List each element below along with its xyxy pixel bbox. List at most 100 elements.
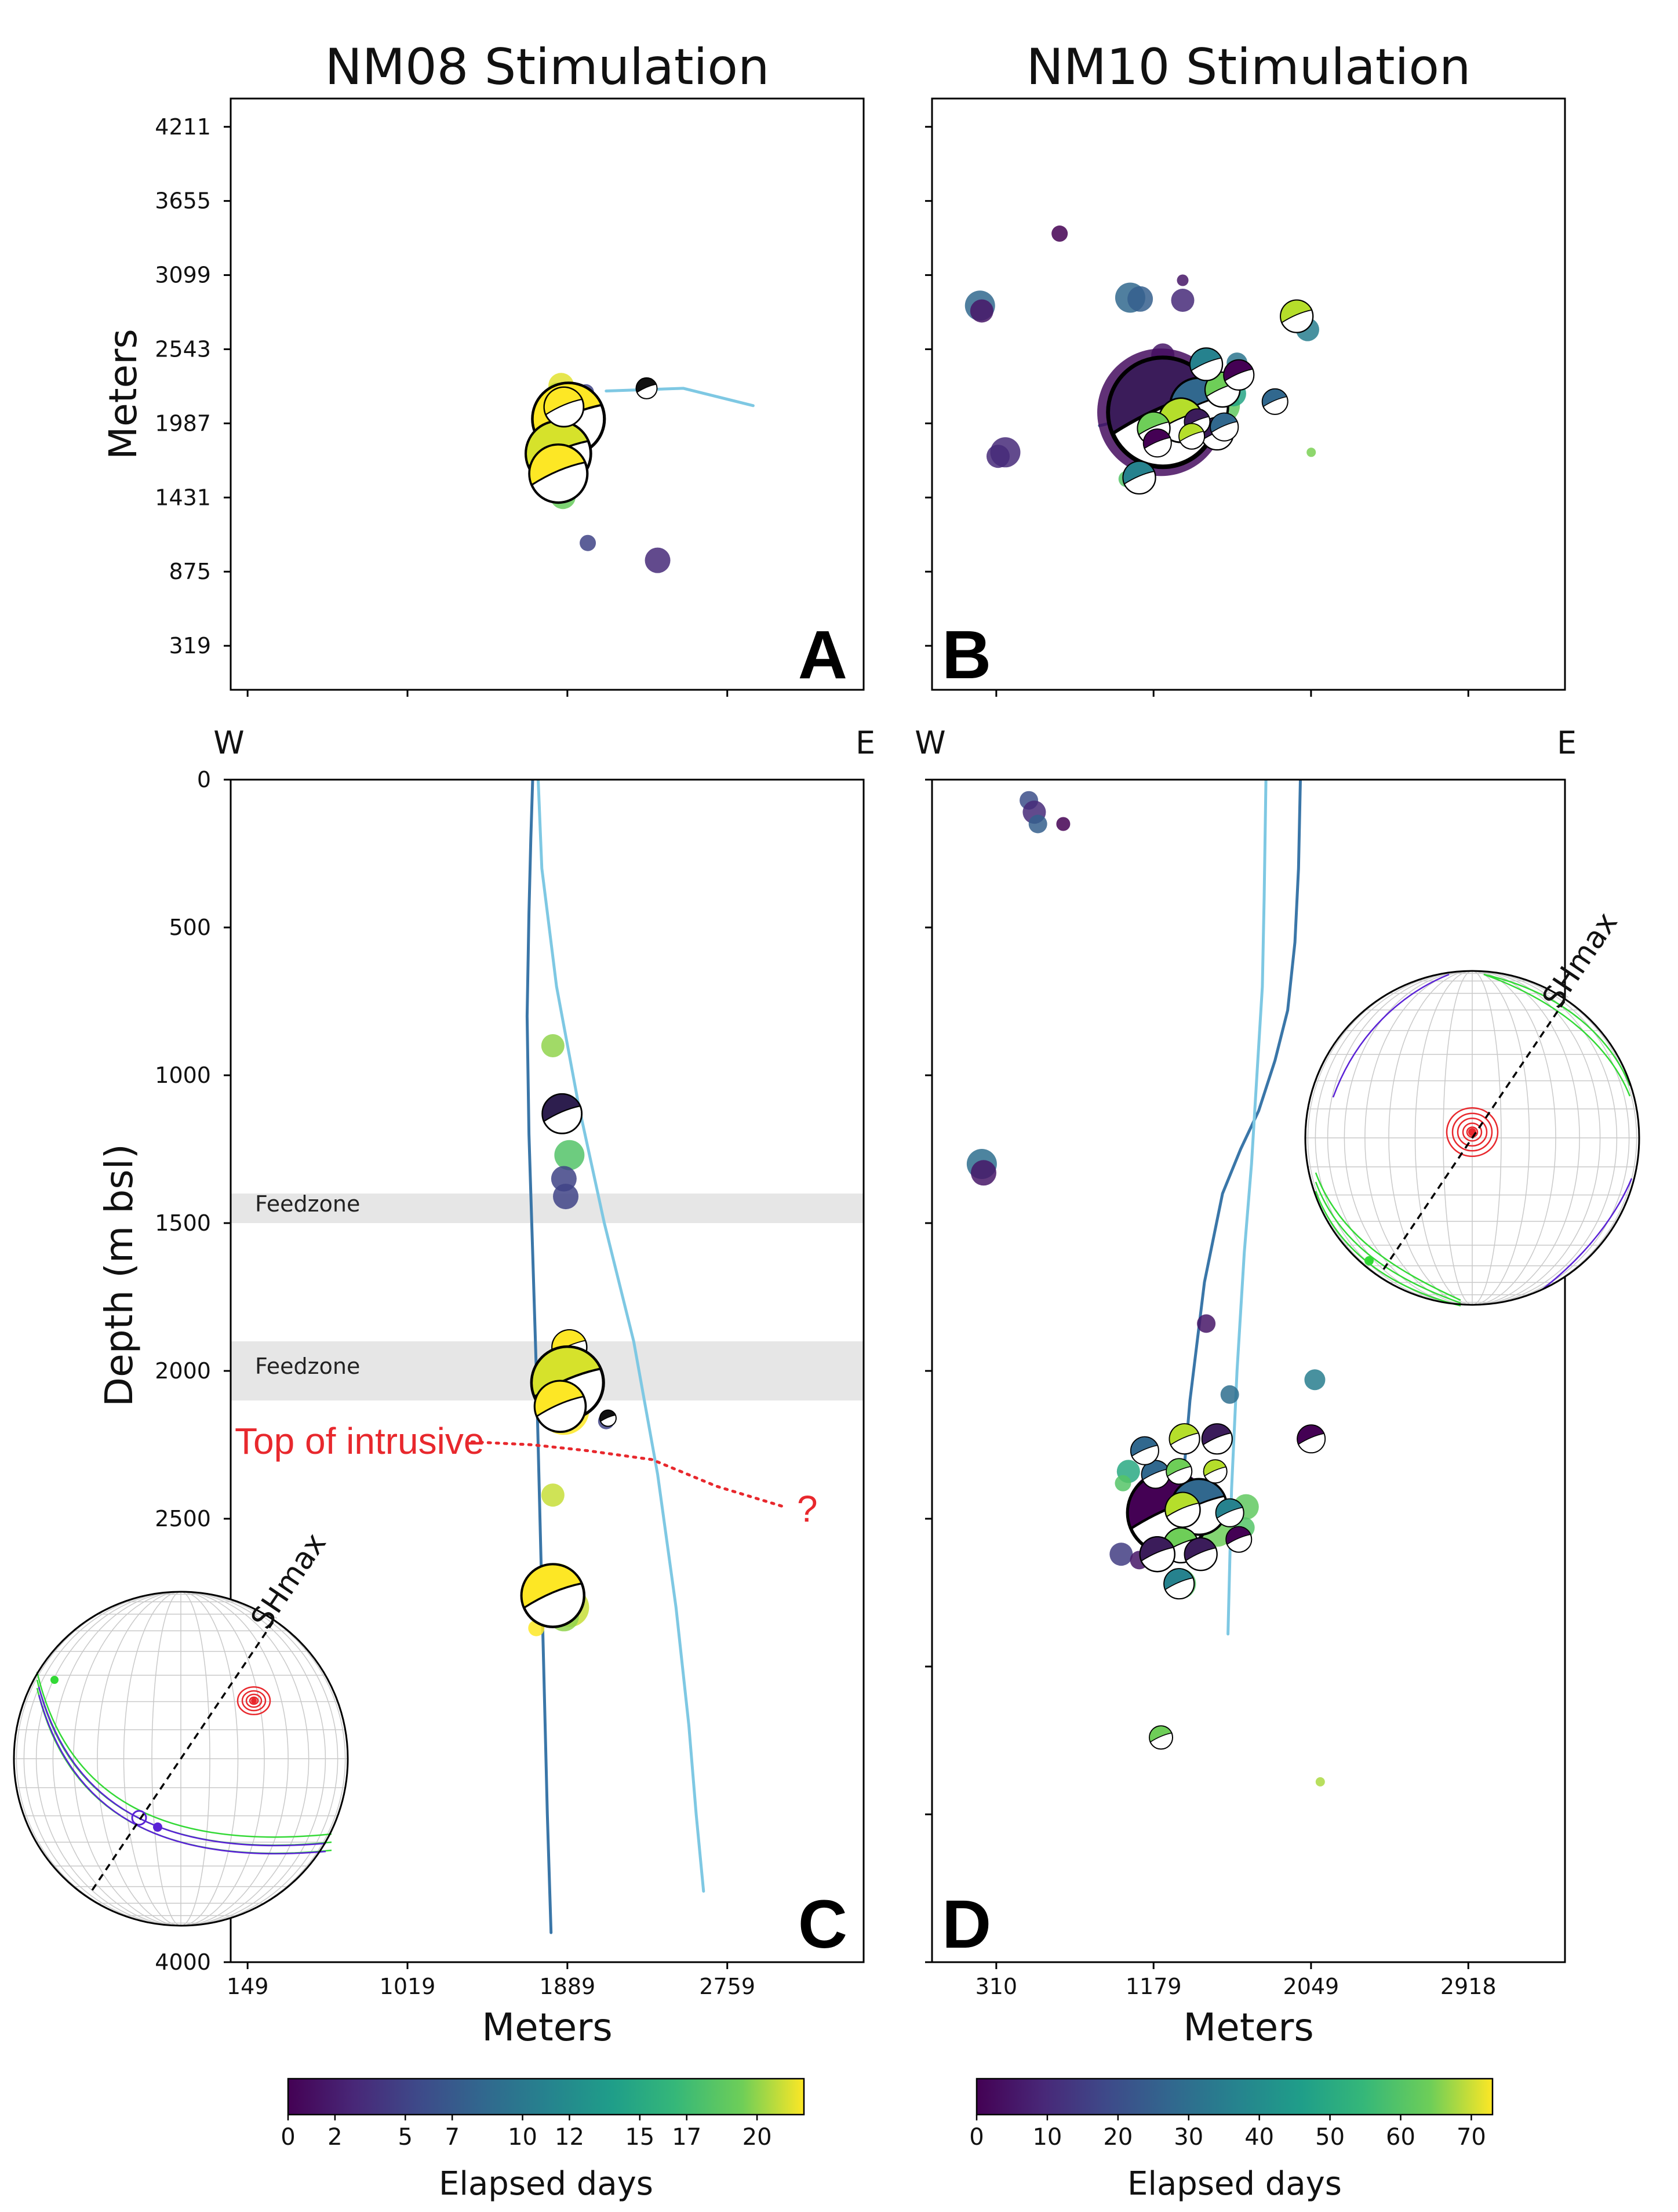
panel-d-mechanism-3-compressional-quadrant xyxy=(1169,1423,1199,1446)
colorbar-left-tick-label-8: 20 xyxy=(742,2124,772,2151)
y-axis-label-a: Meters xyxy=(101,329,145,460)
west-label-d: W xyxy=(915,725,945,761)
panel-c-xtick-label-1: 1019 xyxy=(380,1974,436,1999)
panel-d-mechanism-16-compressional-quadrant xyxy=(1184,1537,1217,1562)
axis-ticks: 319 875 1431 1987 2543 3099 3655 4211 0 500 1000 15… xyxy=(155,114,1496,1999)
stereonet-c-shmax-label: SHmax xyxy=(244,1527,333,1635)
panel-b-mechanism-14 xyxy=(1178,423,1206,450)
stereonet-d-shmax-line xyxy=(1382,996,1568,1270)
colorbar-right-tick-label-3: 30 xyxy=(1174,2124,1203,2151)
panel-d-event-8 xyxy=(1304,1369,1326,1391)
colorbar-left-label: Elapsed days xyxy=(439,2165,653,2203)
stereonet-d-red-contour-0 xyxy=(1446,1107,1499,1158)
colorbar-left-tick-label-4: 10 xyxy=(508,2124,537,2151)
panel-d-mechanism-4-compressional-quadrant xyxy=(1202,1423,1232,1446)
colorbar-right-tick-label-6: 60 xyxy=(1386,2124,1415,2151)
panel-b-mechanism-11-compressional-quadrant xyxy=(1122,461,1155,485)
panel-b-mechanism-5-compressional-quadrant xyxy=(1189,347,1222,372)
panel-b-event-12 xyxy=(1306,448,1316,457)
panel-c-event-3 xyxy=(553,1184,579,1210)
stereonet-c-outline xyxy=(13,1591,349,1927)
panel-b-mechanism-5 xyxy=(1189,347,1224,381)
panel-b-event-2 xyxy=(1051,225,1068,242)
panel-a-ytick-label-1: 875 xyxy=(169,559,211,584)
panel-a-ytick-label-3: 1987 xyxy=(155,410,211,436)
colorbar-left-gradient xyxy=(287,2078,805,2116)
colorbar-right-tick-label-1: 10 xyxy=(1032,2124,1062,2151)
panel-c-ytick-label-6: 4000 xyxy=(155,1949,211,1975)
top-of-intrusive-label: Top of intrusive xyxy=(235,1420,484,1462)
panel-b-mechanism-9-compressional-quadrant xyxy=(1137,412,1170,436)
panel-d-mechanism-10 xyxy=(1139,1536,1176,1573)
panel-c-ytick-label-2: 1000 xyxy=(155,1063,211,1088)
panel-d-mechanism-11-compressional-quadrant xyxy=(1163,1568,1194,1591)
panel-c-ytick-label-5: 2500 xyxy=(155,1506,211,1531)
intrusive-question-mark: ? xyxy=(797,1488,818,1530)
panel-a-ytick-label-5: 3099 xyxy=(155,263,211,288)
panel-a-mechanism-3 xyxy=(543,386,585,428)
panel-a-ytick-label-7: 4211 xyxy=(155,114,211,140)
panel-b-mechanism-14-compressional-quadrant xyxy=(1178,423,1204,442)
panel-b-frame xyxy=(931,97,1566,691)
panel-letter-c: C xyxy=(798,1886,847,1963)
feedzone-label-lower: Feedzone xyxy=(255,1354,360,1379)
panel-b-mechanism-8-compressional-quadrant xyxy=(1280,299,1313,323)
panel-d-xtick-label-2: 2049 xyxy=(1283,1974,1340,1999)
panel-c-xtick-label-0: 149 xyxy=(227,1974,269,1999)
stereonet-c: SHmax xyxy=(13,1527,349,1927)
panel-d-xtick-label-0: 310 xyxy=(976,1974,1018,1999)
panel-b-mechanism-13-compressional-quadrant xyxy=(1210,412,1238,434)
top-of-intrusive-line xyxy=(470,1440,786,1509)
west-label-c: W xyxy=(213,725,244,761)
colorbar-left-tick-label-7: 17 xyxy=(672,2124,701,2151)
colorbar-left-tick-label-0: 0 xyxy=(281,2124,295,2151)
colorbar-left-tick-label-1: 2 xyxy=(327,2124,342,2151)
colorbar-left-tick-label-2: 5 xyxy=(398,2124,413,2151)
panel-d-event-4 xyxy=(1028,814,1047,834)
panel-a-frame xyxy=(230,97,865,691)
panel-b-event-6 xyxy=(1171,289,1195,312)
panel-c-mechanism-5-compressional-quadrant xyxy=(599,1410,616,1422)
panel-c-xtick-label-3: 2759 xyxy=(699,1974,755,1999)
stereonet-c-purple-pole xyxy=(153,1822,162,1832)
panel-d-mechanism-10-compressional-quadrant xyxy=(1139,1536,1174,1562)
panel-a-mechanism-2-compressional-quadrant xyxy=(528,443,587,486)
colorbar-left-tick-label-5: 12 xyxy=(555,2124,584,2151)
panel-d-mechanism-8-compressional-quadrant xyxy=(1166,1458,1192,1478)
stereonet-d-purple-contour-1 xyxy=(1541,1178,1633,1290)
stereonet-c-purple-contour-1 xyxy=(38,1694,326,1855)
colorbar-right-tick-label-4: 40 xyxy=(1244,2124,1274,2151)
panel-d-xtick-label-3: 2918 xyxy=(1440,1974,1497,1999)
colorbar-right-ticks: 0 10 20 30 40 50 60 70 xyxy=(969,2115,1486,2151)
panel-a-well-track xyxy=(605,387,755,408)
stereonet-c-green-pole xyxy=(50,1676,59,1684)
panel-d-event-13 xyxy=(1115,1475,1131,1491)
panel-b-event-5 xyxy=(1177,274,1189,286)
panel-b-mechanism-10-compressional-quadrant xyxy=(1143,428,1171,449)
panel-d-mechanism-13 xyxy=(1130,1436,1159,1465)
east-label-c: E xyxy=(856,725,875,761)
panel-d-mechanism-9-compressional-quadrant xyxy=(1203,1459,1227,1477)
stereonet-c-red-pole xyxy=(251,1698,257,1704)
panel-d-mechanism-11 xyxy=(1163,1568,1195,1600)
panel-b-mechanism-11 xyxy=(1122,460,1156,495)
colorbar-left-tick-label-6: 15 xyxy=(625,2124,654,2151)
panel-letter-a: A xyxy=(798,617,847,693)
stereonet-d-green-contour-high-1 xyxy=(1483,973,1631,1097)
colorbar-left: 0 2 5 7 10 12 15 17 20 Elapsed days xyxy=(281,2078,805,2203)
panel-d-mechanism-5-compressional-quadrant xyxy=(1215,1498,1243,1519)
stereonet-d-red-contour-2 xyxy=(1457,1118,1488,1147)
panel-b-mechanism-8 xyxy=(1280,299,1314,333)
panel-d-event-1 xyxy=(970,1160,996,1186)
panel-d-mechanism-15-compressional-quadrant xyxy=(1164,1492,1200,1518)
panel-c-mechanism-4 xyxy=(520,1563,586,1628)
panel-c-mechanism-0 xyxy=(541,1093,583,1134)
panel-c-mechanism-3-compressional-quadrant xyxy=(534,1380,585,1418)
panel-c-ytick-label-0: 0 xyxy=(197,767,211,792)
stereonet-c-red-contour-0 xyxy=(236,1686,271,1716)
panel-d-event-5 xyxy=(1056,817,1071,831)
panel-c-mechanism-0-compressional-quadrant xyxy=(541,1093,581,1123)
panel-a-mechanism-4-compressional-quadrant xyxy=(635,377,657,393)
panel-d-mechanism-16 xyxy=(1184,1537,1218,1571)
panel-d-frame xyxy=(931,778,1566,1963)
